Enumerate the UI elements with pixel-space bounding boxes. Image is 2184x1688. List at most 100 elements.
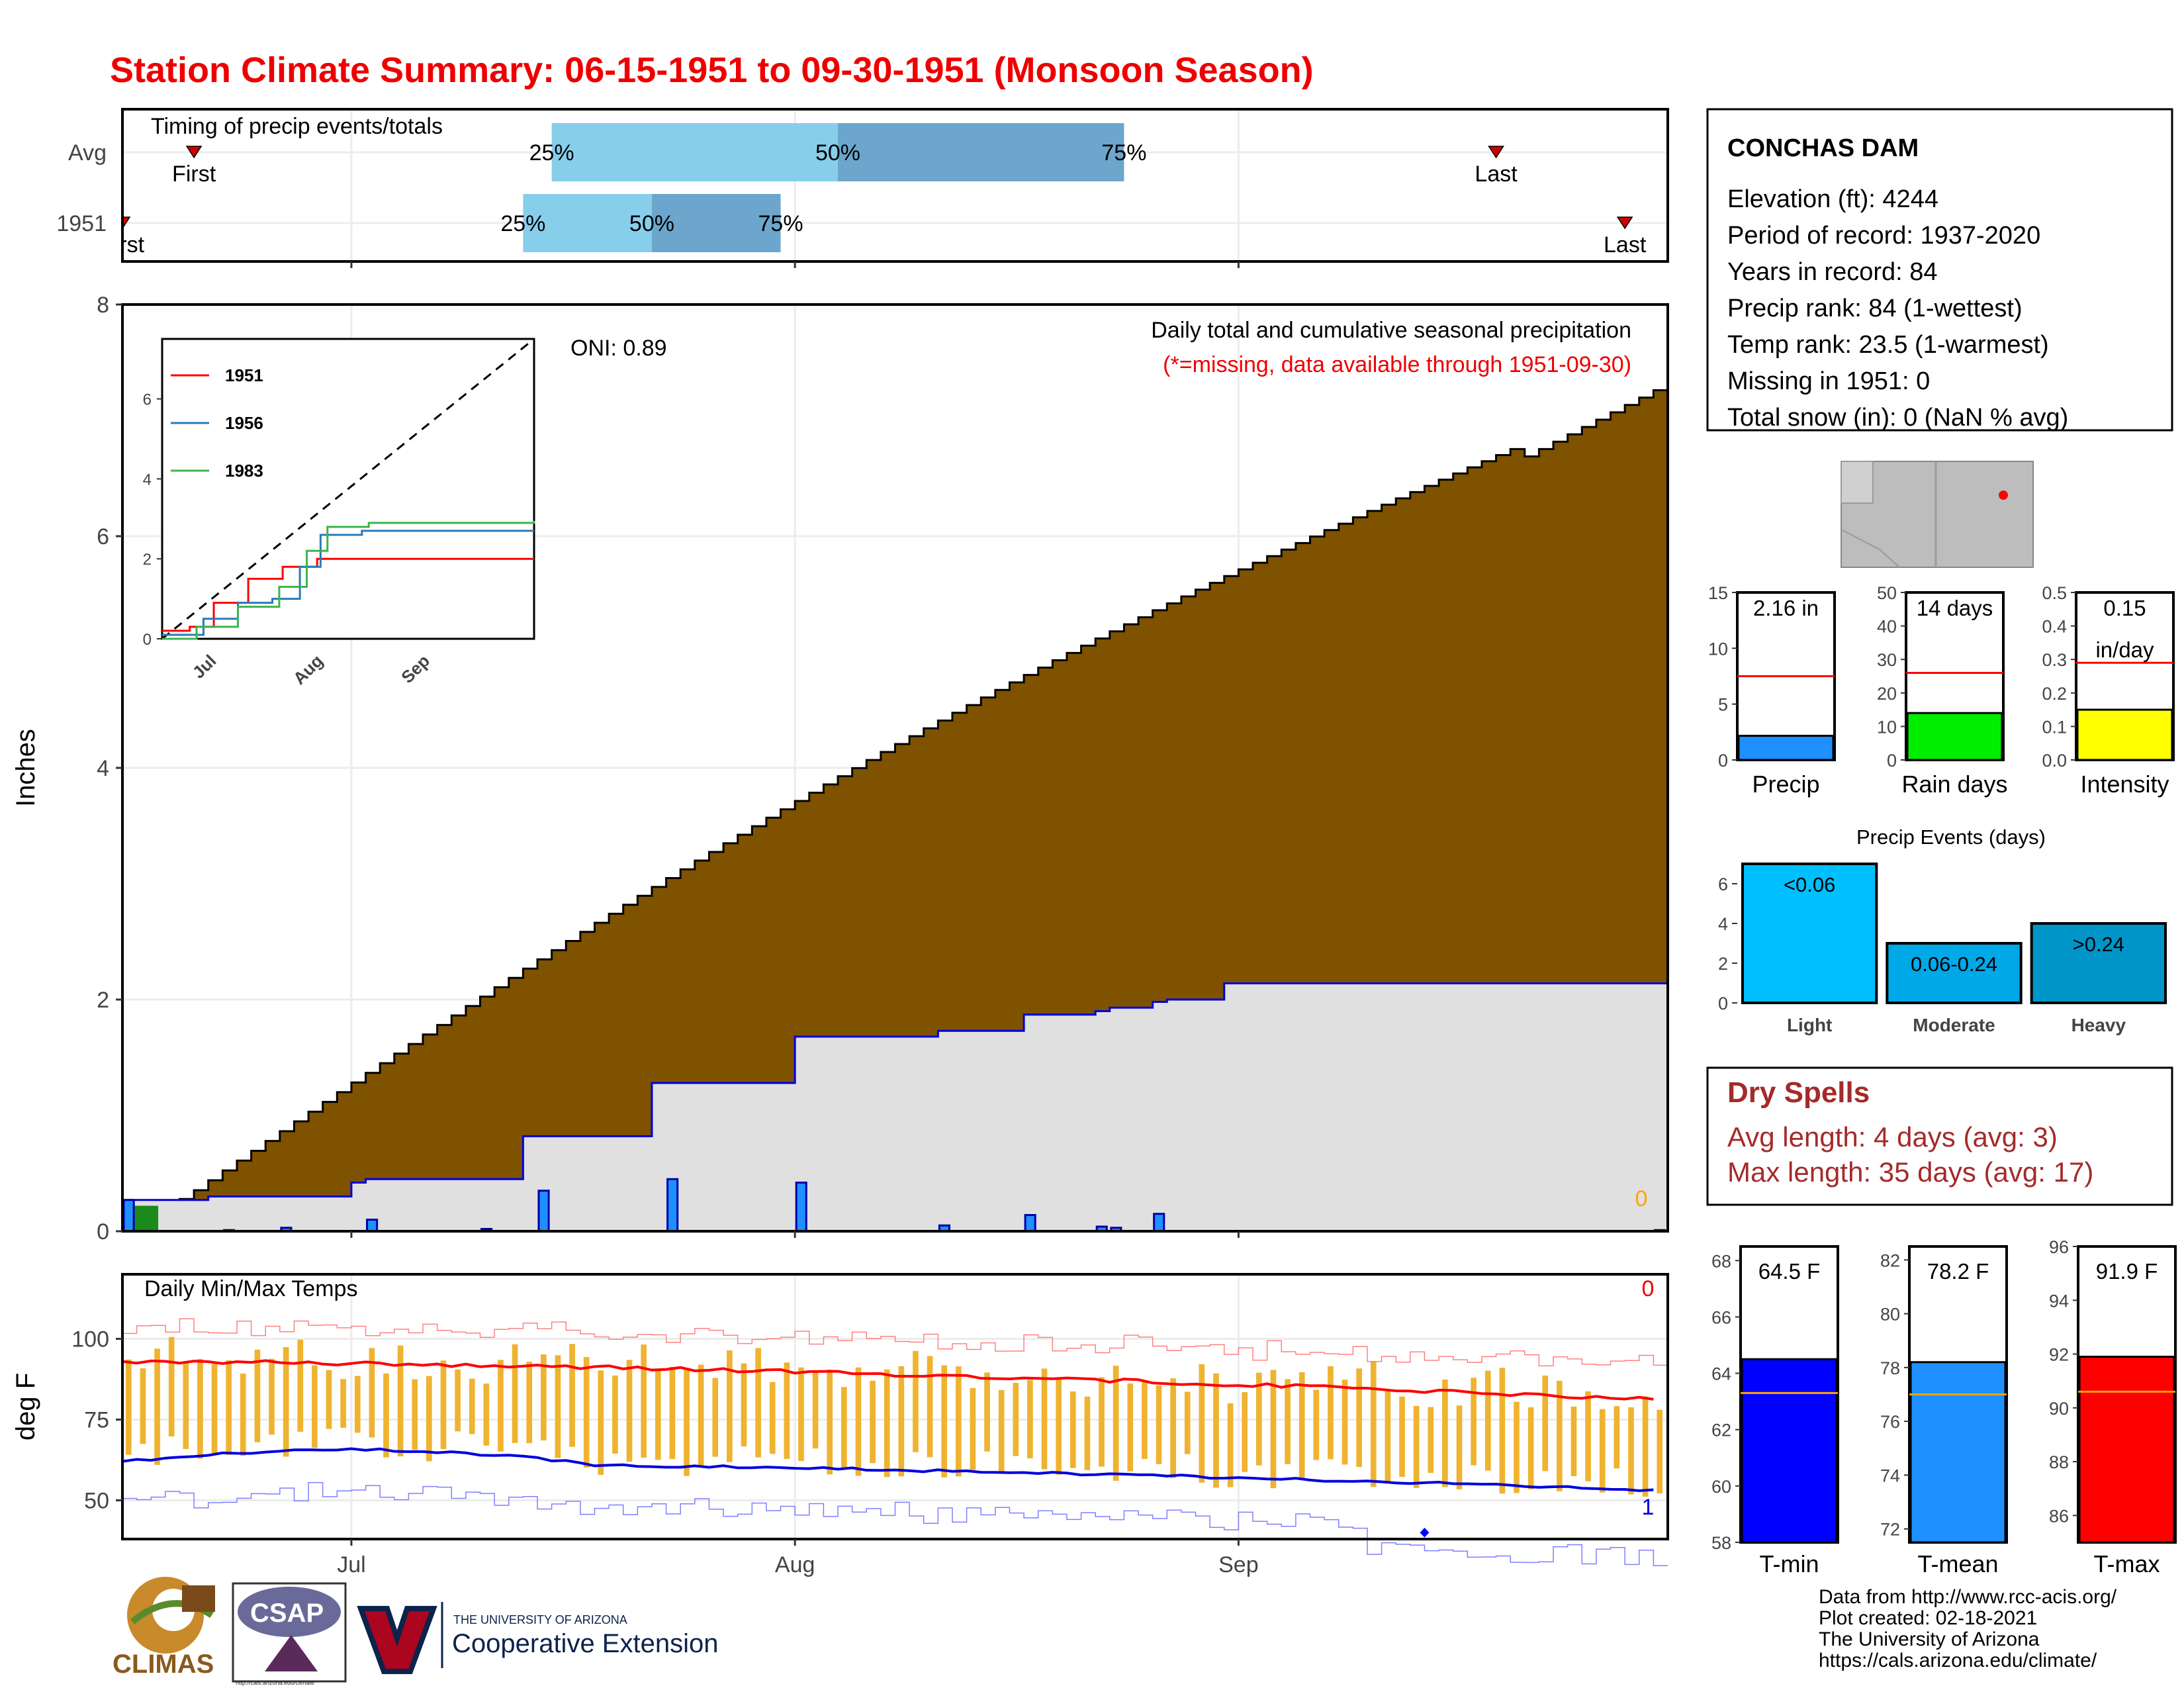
credit-line: https://cals.arizona.edu/climate/: [1819, 1650, 2097, 1671]
temps-y-tick-label: 75: [84, 1408, 109, 1433]
totals-y-tick-label: 0.5: [2042, 583, 2067, 603]
temp-summary-y-tick-label: 86: [2049, 1506, 2069, 1526]
cum-title: Daily total and cumulative seasonal prec…: [1151, 318, 1631, 343]
timing-bar-25-50: [551, 123, 839, 181]
temp-summary-y-tick-label: 76: [1880, 1412, 1900, 1432]
daily-temp-bar: [1471, 1378, 1477, 1466]
daily-temp-bar: [769, 1382, 776, 1454]
station-line: Precip rank: 84 (1-wettest): [1727, 295, 2023, 322]
daily-temp-bar: [326, 1370, 332, 1429]
totals-y-tick-label: 30: [1877, 650, 1897, 670]
daily-temp-bar: [827, 1369, 833, 1475]
daily-precip-bar: [537, 1190, 550, 1233]
temp-summary-y-tick-label: 94: [2049, 1291, 2069, 1311]
timing-marker-label: Last: [1604, 232, 1647, 258]
dry-spells-max: Max length: 35 days (avg: 17): [1727, 1156, 2093, 1188]
daily-temp-bar: [140, 1368, 146, 1444]
temp-summary-y-tick-label: 64: [1711, 1364, 1731, 1384]
daily-temp-bar: [1084, 1396, 1091, 1470]
daily-temp-bar: [1113, 1366, 1119, 1481]
daily-temp-bar: [1557, 1380, 1563, 1491]
temp-summary-y-tick-label: 82: [1880, 1250, 1900, 1270]
cum-y-tick-label: 2: [97, 988, 109, 1013]
daily-temp-bar: [269, 1358, 275, 1435]
events-y-tick-label: 4: [1718, 914, 1728, 934]
daily-temp-bar: [784, 1362, 790, 1459]
daily-temp-bar: [741, 1363, 747, 1446]
temp-summary-y-tick-label: 88: [2049, 1452, 2069, 1472]
timing-bar-25-50: [523, 194, 652, 252]
daily-temp-bar: [1013, 1383, 1019, 1456]
daily-temp-bar: [412, 1379, 418, 1450]
page-title: Station Climate Summary: 06-15-1951 to 0…: [110, 50, 1314, 90]
daily-temp-bar: [727, 1350, 733, 1462]
daily-temp-bar: [1614, 1406, 1620, 1469]
date-axis: Jul Aug Sep: [337, 1231, 1259, 1577]
daily-temp-bar: [1370, 1361, 1377, 1487]
timing-pct-label: 75%: [1101, 140, 1146, 165]
inset-y-tick-label: 4: [143, 471, 152, 489]
daily-temp-bar: [698, 1364, 704, 1467]
daily-temp-bar: [526, 1362, 533, 1444]
temps-y-tick-label: 50: [84, 1488, 109, 1513]
temp-summary-y-tick-label: 68: [1711, 1251, 1731, 1271]
daily-temp-bar: [426, 1376, 432, 1462]
temp-summary-t-max: 86 88 90 92 94 96 91.9 F T-max: [2049, 1237, 2177, 1577]
temp-summary-category-label: T-mean: [1917, 1550, 1998, 1577]
daily-temp-bar: [970, 1387, 976, 1470]
daily-precip-bar: [1024, 1214, 1036, 1233]
daily-temp-bar: [1285, 1379, 1291, 1464]
temps-frame: [121, 1273, 1669, 1540]
daily-temp-bar: [1199, 1364, 1205, 1483]
daily-temp-bar: [1342, 1380, 1348, 1465]
timing-pct-label: 25%: [500, 211, 545, 236]
missing-max-count: 0: [1642, 1276, 1655, 1301]
daily-temp-bar: [1256, 1372, 1262, 1466]
daily-temp-bar: [583, 1357, 590, 1468]
dry-spells-avg: Avg length: 4 days (avg: 3): [1727, 1121, 2058, 1152]
events-category-label: Moderate: [1913, 1015, 1995, 1035]
daily-temp-bar: [626, 1360, 633, 1462]
oni-label: ONI: 0.89: [570, 336, 667, 361]
daily-temp-bar: [669, 1366, 676, 1460]
daily-temp-bar: [283, 1347, 289, 1457]
x-tick-label: Sep: [1218, 1552, 1259, 1577]
events-y-tick-label: 6: [1718, 874, 1728, 894]
daily-temp-bar: [254, 1349, 261, 1442]
timing-pct-label: 25%: [529, 140, 574, 165]
daily-temp-bar: [397, 1345, 404, 1457]
temps-y-tick-label: 100: [71, 1327, 109, 1352]
totals-y-tick-label: 0: [1887, 751, 1897, 771]
daily-temp-bar: [798, 1367, 804, 1462]
timing-marker-label: Last: [1475, 162, 1518, 187]
inset-legend-label: 1983: [225, 461, 263, 481]
daily-temp-bar: [512, 1344, 518, 1443]
totals-panels: 0 5 10 15 2.16 in Precip 0 10 20 30 40 50 14 days Rai…: [1708, 583, 2175, 798]
daily-temp-bar: [569, 1344, 575, 1447]
x-tick-label: Jul: [337, 1552, 365, 1577]
daily-temp-bar: [312, 1365, 318, 1448]
ua-small-text: THE UNIVERSITY OF ARIZONA: [453, 1613, 627, 1626]
events-bar: [2030, 922, 2167, 1004]
daily-temp-bar: [1413, 1405, 1420, 1488]
temp-summary-bar: [1909, 1361, 2007, 1544]
ua-logo: THE UNIVERSITY OF ARIZONA Cooperative Ex…: [357, 1602, 718, 1674]
cum-y-tick-label: 6: [97, 524, 109, 549]
temps-panel: 50 75 100 deg F Daily Min/Max Temps 0 1: [11, 1273, 1669, 1567]
daily-temp-bar: [1628, 1407, 1634, 1495]
avg-max-line: [122, 1359, 1654, 1401]
record-low-marker: [1420, 1527, 1430, 1538]
daily-temp-bar: [197, 1359, 203, 1459]
daily-precip-bar: [122, 1199, 135, 1233]
totals-y-tick-label: 10: [1708, 639, 1728, 659]
station-line: Period of record: 1937-2020: [1727, 222, 2040, 250]
timing-pct-label: 50%: [815, 140, 860, 165]
totals-y-tick-label: 0.4: [2042, 617, 2067, 637]
daily-temp-bar: [1499, 1368, 1506, 1494]
temp-summary-y-tick-label: 60: [1711, 1477, 1731, 1497]
temp-summary-y-tick-label: 62: [1711, 1421, 1731, 1440]
daily-temp-bar: [297, 1339, 304, 1432]
totals-value-label: 14 days: [1917, 596, 1993, 620]
daily-temp-bar: [354, 1376, 361, 1433]
totals-bar: [1906, 712, 2003, 761]
